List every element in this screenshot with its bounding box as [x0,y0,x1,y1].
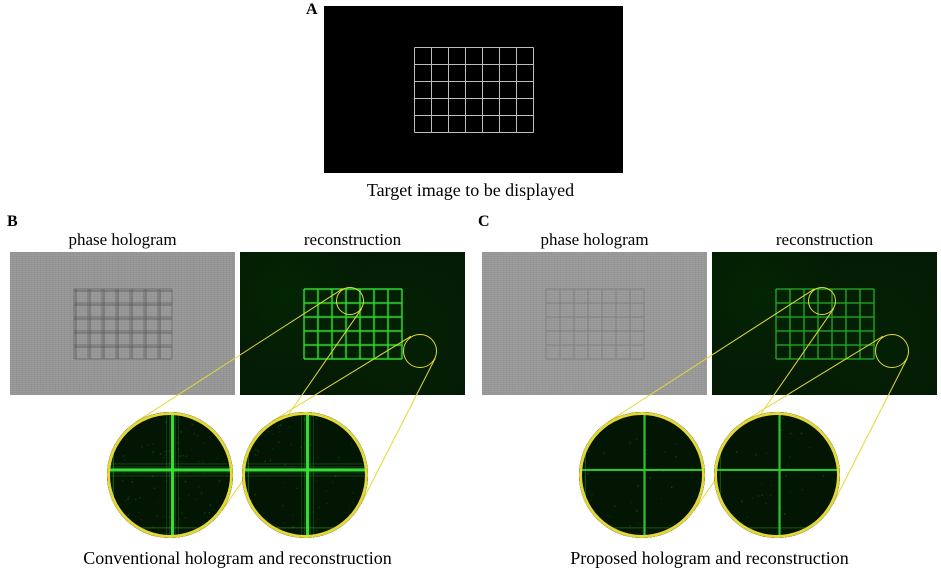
c-holo-header: phase hologram [482,230,707,250]
c-phase-hologram [482,252,707,395]
panel-b-caption: Conventional hologram and reconstruction [10,548,465,569]
b-reconstruction [240,252,465,395]
c-zoom-detail-2 [714,412,840,538]
target-image [324,6,623,173]
b-recon-header: reconstruction [240,230,465,250]
target-grid [413,46,534,133]
b-zoom-detail-1 [107,412,233,538]
panel-c-caption: Proposed hologram and reconstruction [482,548,937,569]
b-zoom-detail-2 [242,412,368,538]
c-reconstruction [712,252,937,395]
panel-b-label: B [7,213,18,231]
panel-a-caption: Target image to be displayed [0,180,941,201]
b-phase-hologram [10,252,235,395]
c-recon-header: reconstruction [712,230,937,250]
panel-c-label: C [478,213,490,231]
panel-a-label: A [306,1,318,19]
c-zoom-detail-1 [579,412,705,538]
b-holo-header: phase hologram [10,230,235,250]
